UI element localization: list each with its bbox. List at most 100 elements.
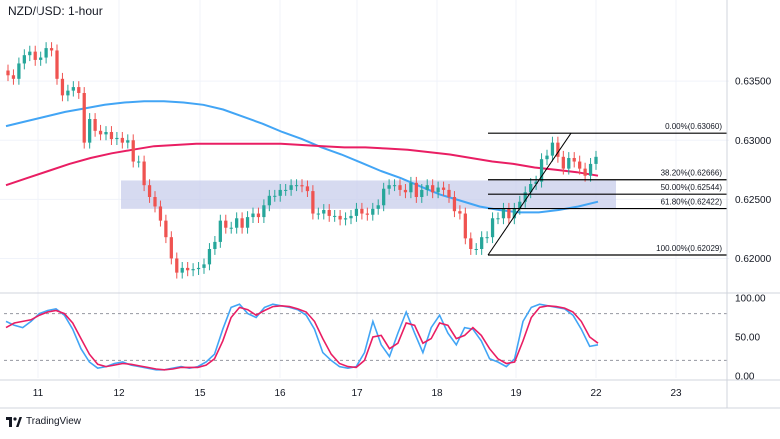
candle-body — [425, 185, 429, 190]
candle-body — [229, 227, 233, 229]
candle-body — [153, 197, 157, 207]
candle-body — [447, 189, 451, 197]
x-tick-label: 23 — [670, 388, 682, 399]
moving-average-fast-line — [5, 100, 599, 214]
x-tick-label: 15 — [194, 388, 206, 399]
candle-body — [458, 211, 462, 214]
candle-body — [240, 218, 244, 228]
candle-body — [289, 185, 293, 190]
candle-body — [583, 168, 587, 176]
stochastic-d-line — [5, 304, 599, 371]
candle-body — [235, 218, 239, 228]
candle-body — [267, 195, 271, 206]
candle-body — [218, 220, 222, 242]
candle-body — [49, 48, 54, 51]
candle-body — [202, 264, 206, 268]
candle-body — [392, 185, 397, 187]
y-tick-label: 0.62000 — [735, 254, 772, 265]
candle-body — [360, 208, 364, 214]
candle-body — [245, 217, 250, 228]
candle-body — [550, 142, 555, 156]
candle-body — [414, 182, 418, 197]
candle-body — [191, 269, 195, 271]
oscillator-y-tick-label: 50.00 — [735, 333, 760, 344]
candle-body — [371, 208, 375, 215]
candle-body — [588, 163, 593, 176]
candle-body — [55, 50, 59, 79]
candle-body — [213, 241, 217, 249]
candle-body — [262, 205, 266, 218]
x-tick-label: 12 — [113, 388, 125, 399]
candle-body — [39, 57, 43, 60]
candle-body — [398, 185, 402, 190]
candle-body — [17, 63, 21, 79]
candle-body — [33, 51, 37, 60]
candle-body — [137, 161, 141, 163]
candle-body — [463, 213, 467, 239]
candle-body — [436, 187, 440, 193]
candle-body — [501, 208, 506, 219]
fib-level-label: 100.00%(0.62029) — [656, 244, 722, 253]
candle-body — [316, 213, 320, 215]
axes: 11 12 15 16 17 18 19 22 23 0.63500 0.63000 0.62500 0… — [0, 0, 780, 409]
candle-body — [545, 155, 549, 160]
tradingview-logo-icon — [6, 416, 22, 427]
x-tick-label: 22 — [590, 388, 602, 399]
candle-body — [82, 93, 86, 143]
candle-body — [88, 119, 92, 143]
candle-body — [567, 158, 571, 169]
candle-body — [169, 237, 173, 259]
candle-body — [115, 137, 119, 140]
fibonacci-retracement: 0.00%(0.63060) 38.20%(0.62666) 50.00%(0.62… — [487, 122, 727, 256]
candle-body — [534, 181, 538, 184]
candle-body — [480, 237, 484, 249]
candle-body — [22, 55, 26, 64]
candle-body — [409, 182, 413, 193]
candle-body — [131, 140, 135, 162]
moving-average-slow-line — [5, 142, 599, 187]
candle-body — [485, 237, 489, 239]
candlestick-series — [6, 42, 598, 279]
candle-body — [469, 238, 473, 249]
candle-body — [338, 215, 342, 220]
moving-averages — [5, 100, 599, 214]
candle-body — [343, 218, 348, 220]
x-tick-label: 19 — [510, 388, 522, 399]
stochastic-oscillator — [4, 303, 727, 371]
brand-text: TradingView — [26, 416, 82, 427]
candle-body — [71, 87, 75, 91]
candle-body — [109, 132, 114, 140]
candle-body — [441, 187, 446, 190]
candle-body — [382, 188, 386, 206]
candle-body — [300, 185, 304, 187]
x-tick-label: 17 — [351, 388, 363, 399]
candle-body — [98, 130, 103, 135]
fib-level-label: 38.20%(0.62666) — [661, 169, 723, 178]
candle-body — [387, 185, 391, 189]
x-tick-label: 16 — [274, 388, 286, 399]
candle-body — [322, 210, 326, 214]
candle-body — [164, 220, 168, 238]
candle-body — [403, 189, 408, 193]
candle-body — [93, 119, 97, 131]
candle-body — [224, 220, 228, 228]
candle-body — [6, 70, 10, 76]
y-tick-label: 0.63000 — [735, 136, 772, 147]
x-tick-label: 18 — [431, 388, 443, 399]
y-tick-label: 0.63500 — [735, 77, 772, 88]
candle-body — [365, 213, 369, 215]
candle-body — [490, 218, 495, 238]
candle-body — [539, 159, 544, 182]
candle-body — [572, 158, 576, 162]
candle-body — [431, 185, 435, 193]
fib-level-label: 50.00%(0.62544) — [661, 183, 723, 192]
fib-level-label: 61.80%(0.62422) — [661, 198, 723, 207]
fib-level-label: 0.00%(0.63060) — [665, 122, 722, 131]
oscillator-y-tick-label: 100.00 — [735, 294, 766, 305]
candle-body — [175, 258, 179, 273]
candle-body — [278, 189, 282, 196]
candle-body — [180, 267, 184, 273]
candle-body — [594, 156, 598, 164]
candle-body — [327, 210, 331, 216]
fib-trend-line — [487, 132, 572, 256]
